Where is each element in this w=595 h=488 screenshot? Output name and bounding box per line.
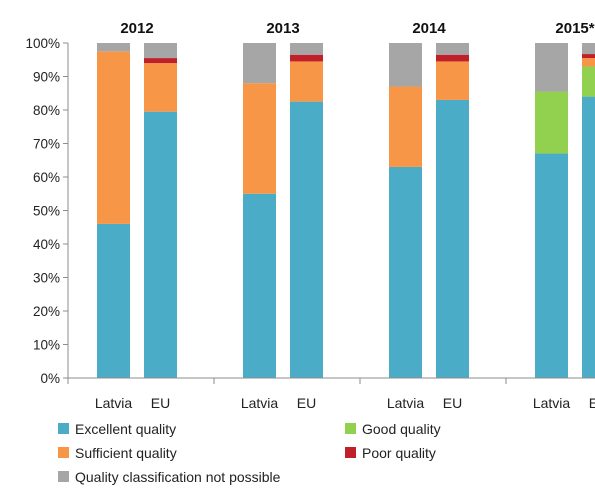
bar-segment (582, 58, 595, 67)
bar-segment (144, 63, 177, 112)
bar-segment (389, 43, 422, 87)
legend-swatch (345, 447, 356, 458)
x-category-label: EU (589, 395, 595, 411)
bar-segment (144, 43, 177, 59)
bar-segment (535, 153, 568, 378)
group-label: 2012 (120, 20, 153, 37)
group-label: 2013 (266, 20, 299, 37)
x-category-label: EU (151, 395, 170, 411)
bar-segment (144, 58, 177, 64)
x-category-label: Latvia (533, 395, 571, 411)
bar-segment (582, 54, 595, 59)
bar-segment (97, 43, 130, 52)
legend-label: Poor quality (362, 445, 436, 461)
legend-label: Good quality (362, 421, 441, 437)
bar-segment (97, 51, 130, 224)
bar-segment (436, 61, 469, 100)
bar-segment (243, 43, 276, 84)
x-axis: Latvia EU 2012 Latvia EU 2013 Latvia EU 2014 Latv… (67, 20, 595, 411)
bar-segment (243, 83, 276, 194)
y-tick-label: 90% (33, 70, 60, 85)
bar-segment (582, 66, 595, 97)
bar-segment (436, 43, 469, 55)
y-tick-label: 60% (33, 170, 60, 185)
y-axis: 0% 10% 20% 30% 40% 50% 60% 70% 80% 90% 100% (25, 36, 69, 386)
bar-segment (389, 166, 422, 378)
bar-segment (436, 54, 469, 62)
legend: Excellent quality Sufficient quality Quali… (58, 421, 441, 485)
bar-segment (144, 111, 177, 379)
bar-segment (290, 101, 323, 378)
legend-swatch (58, 447, 69, 458)
bar-segment (243, 193, 276, 378)
x-category-label: Latvia (95, 395, 133, 411)
y-tick-label: 30% (33, 271, 60, 286)
y-tick-label: 40% (33, 237, 60, 252)
x-category-label: Latvia (387, 395, 425, 411)
bar-segment (535, 43, 568, 92)
group-label: 2014 (412, 20, 446, 37)
bar-segment (436, 99, 469, 378)
bar-segment (290, 61, 323, 102)
bar-segment (97, 223, 130, 378)
legend-label: Sufficient quality (75, 445, 177, 461)
legend-label: Quality classification not possible (75, 469, 281, 485)
x-category-label: Latvia (241, 395, 279, 411)
bar-segment (582, 43, 595, 55)
bar-segment (290, 43, 323, 55)
x-category-label: EU (297, 395, 316, 411)
x-category-label: EU (443, 395, 462, 411)
y-tick-label: 10% (33, 338, 60, 353)
bar-segment (582, 96, 595, 378)
bar-segment (389, 86, 422, 167)
y-tick-label: 70% (33, 137, 60, 152)
bar-segment (535, 91, 568, 154)
y-tick-label: 80% (33, 103, 60, 118)
legend-label: Excellent quality (75, 421, 176, 437)
y-tick-label: 20% (33, 304, 60, 319)
group-label: 2015* (555, 20, 594, 37)
legend-swatch (345, 423, 356, 434)
legend-swatch (58, 423, 69, 434)
bar-segment (290, 54, 323, 62)
bars (97, 43, 595, 379)
y-tick-label: 50% (33, 204, 60, 219)
y-tick-label: 0% (40, 371, 60, 386)
y-tick-label: 100% (25, 36, 60, 51)
legend-swatch (58, 471, 69, 482)
